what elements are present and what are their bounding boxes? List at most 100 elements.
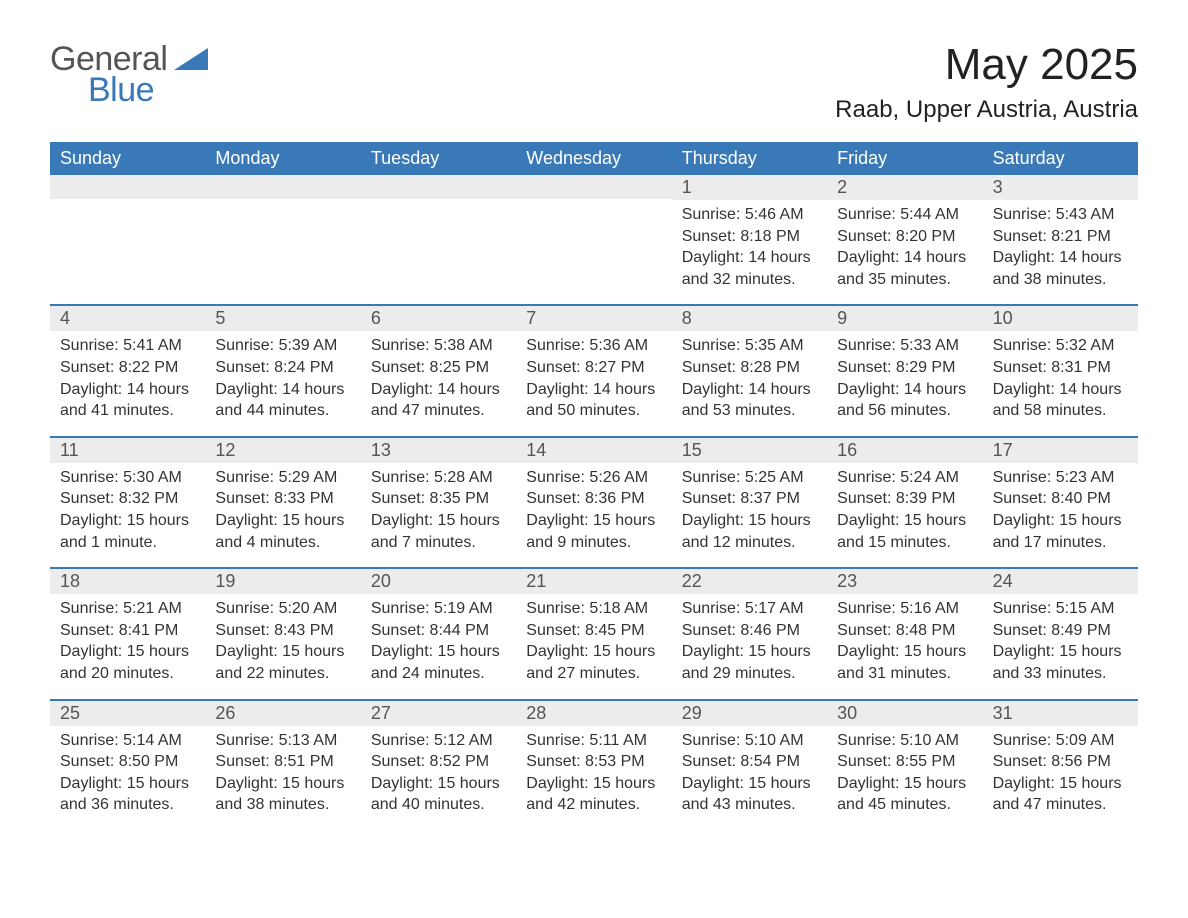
- sunset-text: Sunset: 8:31 PM: [993, 357, 1128, 379]
- calendar-cell: 21Sunrise: 5:18 AMSunset: 8:45 PMDayligh…: [516, 569, 671, 698]
- day-number: 23: [827, 569, 982, 594]
- day-body: Sunrise: 5:24 AMSunset: 8:39 PMDaylight:…: [827, 463, 982, 567]
- week-row: 1Sunrise: 5:46 AMSunset: 8:18 PMDaylight…: [50, 175, 1138, 304]
- week-row: 11Sunrise: 5:30 AMSunset: 8:32 PMDayligh…: [50, 436, 1138, 567]
- sunset-text: Sunset: 8:35 PM: [371, 488, 506, 510]
- sunset-text: Sunset: 8:50 PM: [60, 751, 195, 773]
- calendar-cell: 26Sunrise: 5:13 AMSunset: 8:51 PMDayligh…: [205, 701, 360, 830]
- sunrise-text: Sunrise: 5:35 AM: [682, 335, 817, 357]
- calendar-cell: 8Sunrise: 5:35 AMSunset: 8:28 PMDaylight…: [672, 306, 827, 435]
- day-number: 9: [827, 306, 982, 331]
- day-number: 21: [516, 569, 671, 594]
- daylight-text: Daylight: 15 hours and 9 minutes.: [526, 510, 661, 553]
- daylight-text: Daylight: 14 hours and 38 minutes.: [993, 247, 1128, 290]
- sunrise-text: Sunrise: 5:16 AM: [837, 598, 972, 620]
- day-number: 5: [205, 306, 360, 331]
- daylight-text: Daylight: 15 hours and 20 minutes.: [60, 641, 195, 684]
- daylight-text: Daylight: 15 hours and 29 minutes.: [682, 641, 817, 684]
- day-number: 7: [516, 306, 671, 331]
- sunrise-text: Sunrise: 5:14 AM: [60, 730, 195, 752]
- title-block: May 2025 Raab, Upper Austria, Austria: [835, 40, 1138, 124]
- sunrise-text: Sunrise: 5:32 AM: [993, 335, 1128, 357]
- sunrise-text: Sunrise: 5:36 AM: [526, 335, 661, 357]
- day-number: 8: [672, 306, 827, 331]
- calendar-cell: 6Sunrise: 5:38 AMSunset: 8:25 PMDaylight…: [361, 306, 516, 435]
- day-number: 16: [827, 438, 982, 463]
- daylight-text: Daylight: 15 hours and 33 minutes.: [993, 641, 1128, 684]
- calendar-table: SundayMondayTuesdayWednesdayThursdayFrid…: [50, 142, 1138, 830]
- weekday-header-row: SundayMondayTuesdayWednesdayThursdayFrid…: [50, 142, 1138, 175]
- sunset-text: Sunset: 8:49 PM: [993, 620, 1128, 642]
- day-number: 31: [983, 701, 1138, 726]
- day-body: Sunrise: 5:21 AMSunset: 8:41 PMDaylight:…: [50, 594, 205, 698]
- day-body: Sunrise: 5:19 AMSunset: 8:44 PMDaylight:…: [361, 594, 516, 698]
- day-body: Sunrise: 5:28 AMSunset: 8:35 PMDaylight:…: [361, 463, 516, 567]
- week-row: 4Sunrise: 5:41 AMSunset: 8:22 PMDaylight…: [50, 304, 1138, 435]
- day-body: Sunrise: 5:13 AMSunset: 8:51 PMDaylight:…: [205, 726, 360, 830]
- calendar-cell: 15Sunrise: 5:25 AMSunset: 8:37 PMDayligh…: [672, 438, 827, 567]
- day-body: Sunrise: 5:10 AMSunset: 8:55 PMDaylight:…: [827, 726, 982, 830]
- day-number: 24: [983, 569, 1138, 594]
- logo-text-block: General Blue: [50, 40, 208, 110]
- calendar-cell: [50, 175, 205, 304]
- sunset-text: Sunset: 8:56 PM: [993, 751, 1128, 773]
- sunset-text: Sunset: 8:55 PM: [837, 751, 972, 773]
- daylight-text: Daylight: 15 hours and 36 minutes.: [60, 773, 195, 816]
- day-body: Sunrise: 5:46 AMSunset: 8:18 PMDaylight:…: [672, 200, 827, 304]
- daylight-text: Daylight: 14 hours and 44 minutes.: [215, 379, 350, 422]
- sunrise-text: Sunrise: 5:09 AM: [993, 730, 1128, 752]
- day-number: 17: [983, 438, 1138, 463]
- daylight-text: Daylight: 15 hours and 42 minutes.: [526, 773, 661, 816]
- day-number: [516, 175, 671, 199]
- location-text: Raab, Upper Austria, Austria: [835, 96, 1138, 124]
- sunset-text: Sunset: 8:39 PM: [837, 488, 972, 510]
- sunset-text: Sunset: 8:33 PM: [215, 488, 350, 510]
- calendar-cell: 2Sunrise: 5:44 AMSunset: 8:20 PMDaylight…: [827, 175, 982, 304]
- day-body: Sunrise: 5:10 AMSunset: 8:54 PMDaylight:…: [672, 726, 827, 830]
- weekday-header: Sunday: [50, 142, 205, 175]
- month-title: May 2025: [835, 40, 1138, 90]
- day-body: Sunrise: 5:26 AMSunset: 8:36 PMDaylight:…: [516, 463, 671, 567]
- calendar-cell: 23Sunrise: 5:16 AMSunset: 8:48 PMDayligh…: [827, 569, 982, 698]
- calendar-cell: [205, 175, 360, 304]
- day-number: 14: [516, 438, 671, 463]
- sunset-text: Sunset: 8:43 PM: [215, 620, 350, 642]
- day-number: 13: [361, 438, 516, 463]
- day-number: [50, 175, 205, 199]
- calendar-cell: 3Sunrise: 5:43 AMSunset: 8:21 PMDaylight…: [983, 175, 1138, 304]
- calendar-cell: 12Sunrise: 5:29 AMSunset: 8:33 PMDayligh…: [205, 438, 360, 567]
- day-number: 30: [827, 701, 982, 726]
- sunset-text: Sunset: 8:21 PM: [993, 226, 1128, 248]
- sunset-text: Sunset: 8:48 PM: [837, 620, 972, 642]
- day-body: Sunrise: 5:41 AMSunset: 8:22 PMDaylight:…: [50, 331, 205, 435]
- day-number: 2: [827, 175, 982, 200]
- calendar-cell: 7Sunrise: 5:36 AMSunset: 8:27 PMDaylight…: [516, 306, 671, 435]
- logo-text-blue: Blue: [88, 71, 208, 110]
- daylight-text: Daylight: 15 hours and 15 minutes.: [837, 510, 972, 553]
- weekday-header: Tuesday: [361, 142, 516, 175]
- day-number: 27: [361, 701, 516, 726]
- sunset-text: Sunset: 8:24 PM: [215, 357, 350, 379]
- day-body: Sunrise: 5:32 AMSunset: 8:31 PMDaylight:…: [983, 331, 1138, 435]
- sunrise-text: Sunrise: 5:43 AM: [993, 204, 1128, 226]
- day-body: Sunrise: 5:29 AMSunset: 8:33 PMDaylight:…: [205, 463, 360, 567]
- sunrise-text: Sunrise: 5:18 AM: [526, 598, 661, 620]
- weekday-header: Saturday: [983, 142, 1138, 175]
- sunrise-text: Sunrise: 5:46 AM: [682, 204, 817, 226]
- calendar-cell: 16Sunrise: 5:24 AMSunset: 8:39 PMDayligh…: [827, 438, 982, 567]
- sunrise-text: Sunrise: 5:10 AM: [682, 730, 817, 752]
- day-body: Sunrise: 5:18 AMSunset: 8:45 PMDaylight:…: [516, 594, 671, 698]
- day-body: Sunrise: 5:39 AMSunset: 8:24 PMDaylight:…: [205, 331, 360, 435]
- sunset-text: Sunset: 8:29 PM: [837, 357, 972, 379]
- daylight-text: Daylight: 14 hours and 50 minutes.: [526, 379, 661, 422]
- sunrise-text: Sunrise: 5:33 AM: [837, 335, 972, 357]
- day-number: 4: [50, 306, 205, 331]
- sunrise-text: Sunrise: 5:41 AM: [60, 335, 195, 357]
- sunset-text: Sunset: 8:51 PM: [215, 751, 350, 773]
- day-body: Sunrise: 5:15 AMSunset: 8:49 PMDaylight:…: [983, 594, 1138, 698]
- day-number: 19: [205, 569, 360, 594]
- daylight-text: Daylight: 15 hours and 45 minutes.: [837, 773, 972, 816]
- day-body: Sunrise: 5:30 AMSunset: 8:32 PMDaylight:…: [50, 463, 205, 567]
- sunset-text: Sunset: 8:32 PM: [60, 488, 195, 510]
- day-number: 1: [672, 175, 827, 200]
